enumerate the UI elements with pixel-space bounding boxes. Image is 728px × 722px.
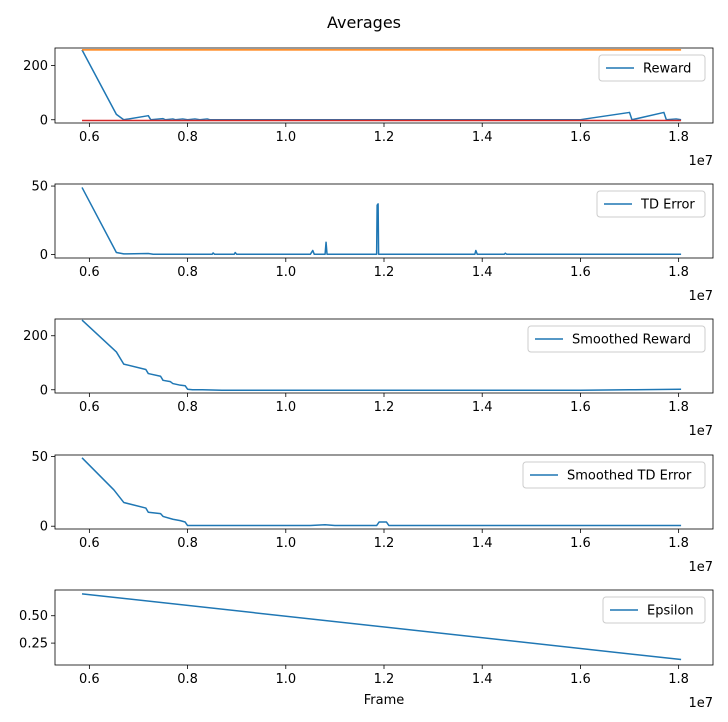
x-tick-label: 0.6: [79, 672, 100, 687]
legend: TD Error: [596, 190, 706, 218]
legend-box: [527, 325, 706, 353]
subplot-4: 0.6 0.8 1.0 1.2 1.4 1.6 1.8 1e7 0 50 Smoothed TD E…: [31, 450, 714, 575]
x-tick-label: 1.4: [472, 672, 493, 687]
x-tick-label: 1.8: [668, 130, 689, 145]
subplot-1: 0.6 0.8 1.0 1.2 1.4 1.6 1.8 1e7 0 200 Reward: [23, 47, 714, 169]
legend-box: [522, 461, 706, 489]
x-tick-label: 0.6: [79, 536, 100, 551]
legend-label: Smoothed TD Error: [567, 469, 692, 484]
x-tick-label: 1.6: [570, 672, 591, 687]
series-line-epsilon: [81, 593, 682, 661]
x-tick-label: 1.8: [668, 265, 689, 280]
x-axis-label: Frame: [364, 693, 405, 708]
x-tick-label: 1.6: [570, 400, 591, 415]
series-line-smoothed-reward: [81, 319, 682, 392]
x-tick-label: 1.4: [472, 265, 493, 280]
figure-title: Averages: [327, 13, 401, 32]
x-offset-label: 1e7: [688, 696, 713, 711]
x-tick-label: 0.8: [177, 400, 198, 415]
series-line-smoothed-td-error: [81, 457, 682, 527]
legend-box: [598, 54, 706, 82]
y-tick-label: 50: [31, 180, 48, 195]
y-tick-label: 0.25: [19, 637, 48, 652]
x-tick-label: 1.6: [570, 536, 591, 551]
legend-label: TD Error: [640, 198, 695, 213]
x-tick-label: 1.0: [275, 536, 296, 551]
x-tick-label: 1.0: [275, 265, 296, 280]
legend: Epsilon: [602, 596, 706, 624]
x-tick-label: 1.4: [472, 536, 493, 551]
x-tick-label: 1.2: [374, 130, 395, 145]
x-tick-label: 1.2: [374, 265, 395, 280]
x-tick-label: 0.6: [79, 265, 100, 280]
y-tick-label: 0: [40, 113, 48, 128]
x-tick-label: 0.8: [177, 265, 198, 280]
legend-box: [596, 190, 706, 218]
x-tick-label: 1.0: [275, 400, 296, 415]
y-tick-label: 200: [23, 59, 48, 74]
x-tick-label: 0.6: [79, 400, 100, 415]
legend: Smoothed TD Error: [522, 461, 706, 489]
x-tick-label: 1.2: [374, 672, 395, 687]
y-tick-label: 0.50: [19, 609, 48, 624]
legend: Reward: [598, 54, 706, 82]
legend-label: Smoothed Reward: [572, 333, 691, 348]
x-tick-label: 1.6: [570, 130, 591, 145]
x-tick-label: 1.6: [570, 265, 591, 280]
x-tick-label: 1.8: [668, 400, 689, 415]
series-line-td-error: [81, 187, 682, 256]
x-tick-label: 1.0: [275, 130, 296, 145]
legend-box: [602, 596, 706, 624]
x-offset-label: 1e7: [688, 289, 713, 304]
subplot-5: 0.6 0.8 1.0 1.2 1.4 1.6 1.8 1e7 0.25 0.50 Frame Eps…: [19, 589, 714, 711]
x-tick-label: 0.8: [177, 672, 198, 687]
x-tick-label: 1.4: [472, 400, 493, 415]
y-tick-label: 200: [23, 329, 48, 344]
subplots: 0.6 0.8 1.0 1.2 1.4 1.6 1.8 1e7 0 200 Reward 0.6 0.8…: [19, 47, 714, 711]
x-offset-label: 1e7: [688, 154, 713, 169]
x-tick-label: 0.8: [177, 536, 198, 551]
x-tick-label: 0.8: [177, 130, 198, 145]
y-tick-label: 0: [40, 383, 48, 398]
subplot-3: 0.6 0.8 1.0 1.2 1.4 1.6 1.8 1e7 0 200 Smoothed Rew…: [23, 318, 714, 439]
x-tick-label: 1.0: [275, 672, 296, 687]
x-tick-label: 1.4: [472, 130, 493, 145]
subplot-2: 0.6 0.8 1.0 1.2 1.4 1.6 1.8 1e7 0 50 TD Error: [31, 180, 714, 304]
x-offset-label: 1e7: [688, 424, 713, 439]
x-tick-label: 1.8: [668, 672, 689, 687]
y-tick-label: 0: [40, 520, 48, 535]
x-tick-label: 1.2: [374, 536, 395, 551]
legend-label: Epsilon: [647, 604, 694, 619]
x-tick-label: 0.6: [79, 130, 100, 145]
y-tick-label: 50: [31, 450, 48, 465]
y-tick-label: 0: [40, 248, 48, 263]
x-tick-label: 1.2: [374, 400, 395, 415]
legend: Smoothed Reward: [527, 325, 706, 353]
series-line-reward: [81, 49, 682, 121]
x-offset-label: 1e7: [688, 560, 713, 575]
x-tick-label: 1.8: [668, 536, 689, 551]
legend-label: Reward: [643, 62, 691, 77]
